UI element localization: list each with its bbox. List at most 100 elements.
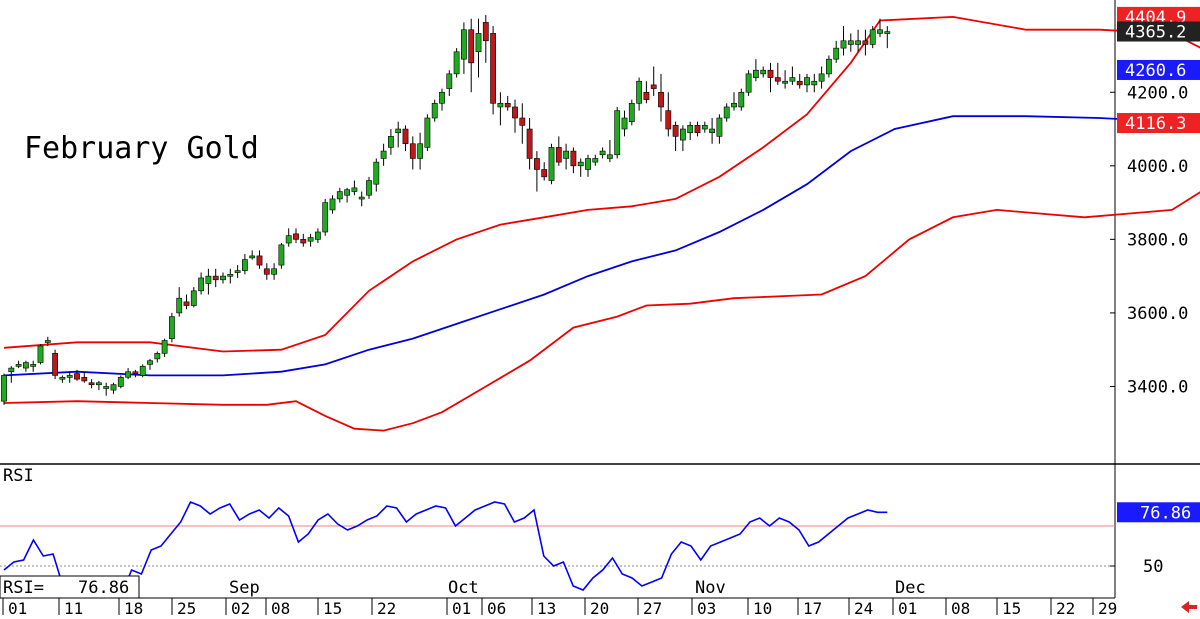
candle-body — [431, 102, 438, 119]
price-tag-value: 4260.6 — [1125, 61, 1186, 81]
candle-body — [154, 353, 161, 360]
candle-body — [614, 110, 621, 156]
candle-body — [183, 301, 190, 306]
candle — [672, 121, 679, 152]
candle-body — [628, 102, 635, 122]
candle-body — [731, 102, 737, 108]
candle — [679, 125, 686, 152]
candle — [519, 103, 526, 144]
candle-body — [555, 147, 562, 163]
price-tag-middle: 4260.6 — [1117, 59, 1200, 81]
price-tag-box — [1117, 21, 1200, 42]
candle — [468, 18, 475, 93]
date-label: 11 — [64, 599, 83, 618]
date-label: 08 — [951, 599, 970, 618]
candle — [628, 99, 635, 126]
candle-body — [585, 158, 591, 170]
candle-body — [147, 360, 153, 365]
rsi-readout-box — [0, 575, 140, 599]
candle-body — [1, 375, 7, 402]
candle-body — [30, 364, 37, 367]
date-label: 13 — [537, 599, 556, 618]
candle-body — [519, 117, 526, 126]
candle-body — [234, 270, 241, 273]
candle — [183, 294, 190, 310]
candle — [322, 198, 329, 236]
date-label: 17 — [803, 599, 822, 618]
candle — [117, 375, 124, 389]
candle — [139, 364, 146, 378]
candle — [431, 99, 438, 122]
candle-body — [818, 73, 825, 82]
candle-body — [760, 69, 767, 75]
candle-body — [636, 80, 642, 104]
candle — [110, 382, 117, 394]
month-label: Sep — [229, 578, 260, 598]
candle-body — [117, 376, 124, 387]
candle — [665, 92, 672, 137]
candle — [344, 187, 350, 203]
candle-body — [271, 268, 277, 275]
candle — [701, 121, 708, 133]
candle — [599, 147, 606, 159]
candle — [169, 312, 175, 343]
candle-body — [212, 275, 219, 281]
candle — [132, 369, 139, 378]
rsi-panel: 50 76.86 — [0, 500, 1200, 596]
candle — [621, 110, 628, 137]
candle-body — [256, 255, 263, 266]
candle-body — [263, 268, 270, 275]
candle-body — [548, 147, 555, 181]
rsi-panel-label: RSI — [3, 466, 34, 486]
candle-body — [395, 128, 402, 134]
candle — [22, 360, 29, 372]
candle — [752, 59, 759, 82]
candle-body — [74, 373, 80, 380]
candle — [767, 62, 774, 93]
rsi-readout-label: RSI= — [3, 578, 44, 598]
candle — [37, 344, 44, 365]
candle — [526, 118, 533, 170]
candle — [548, 143, 555, 185]
month-labels: Sep Oct Nov Dec — [229, 578, 926, 598]
candle — [249, 250, 256, 260]
candle-body — [694, 125, 701, 134]
candle-body — [563, 150, 569, 159]
candle-body — [125, 371, 131, 378]
candle-body — [687, 125, 694, 134]
rsi-line — [3, 500, 888, 596]
candle-body — [482, 22, 489, 42]
candlesticks — [1, 15, 891, 405]
candle-body — [577, 161, 584, 167]
candle — [242, 254, 248, 275]
candle-body — [767, 69, 774, 78]
candle-body — [526, 128, 533, 159]
candle-body — [242, 259, 248, 271]
candle — [453, 48, 460, 78]
candle-body — [198, 277, 204, 292]
candle-body — [44, 340, 51, 343]
candle — [198, 272, 204, 295]
candle-body — [723, 106, 730, 119]
price-tick-labels: 4200.0 4000.0 3800.0 3600.0 3400.0 — [1110, 83, 1188, 397]
candle-body — [468, 29, 475, 64]
candle-body — [541, 169, 548, 178]
month-label: Oct — [448, 578, 479, 598]
candle-body — [504, 102, 511, 108]
candle — [271, 263, 277, 280]
candle-body — [351, 187, 358, 192]
candle — [606, 140, 613, 163]
candle — [533, 151, 540, 192]
candle — [59, 375, 66, 383]
scroll-left-arrow-icon[interactable] — [1181, 601, 1197, 613]
lower-band-line — [3, 191, 1200, 432]
candle-body — [132, 371, 139, 375]
date-label: 15 — [323, 599, 342, 618]
candle-body — [139, 365, 146, 376]
date-label: 25 — [177, 599, 196, 618]
candle-body — [373, 161, 380, 185]
candle — [387, 129, 394, 155]
candle — [256, 250, 263, 269]
candle-body — [497, 102, 504, 108]
